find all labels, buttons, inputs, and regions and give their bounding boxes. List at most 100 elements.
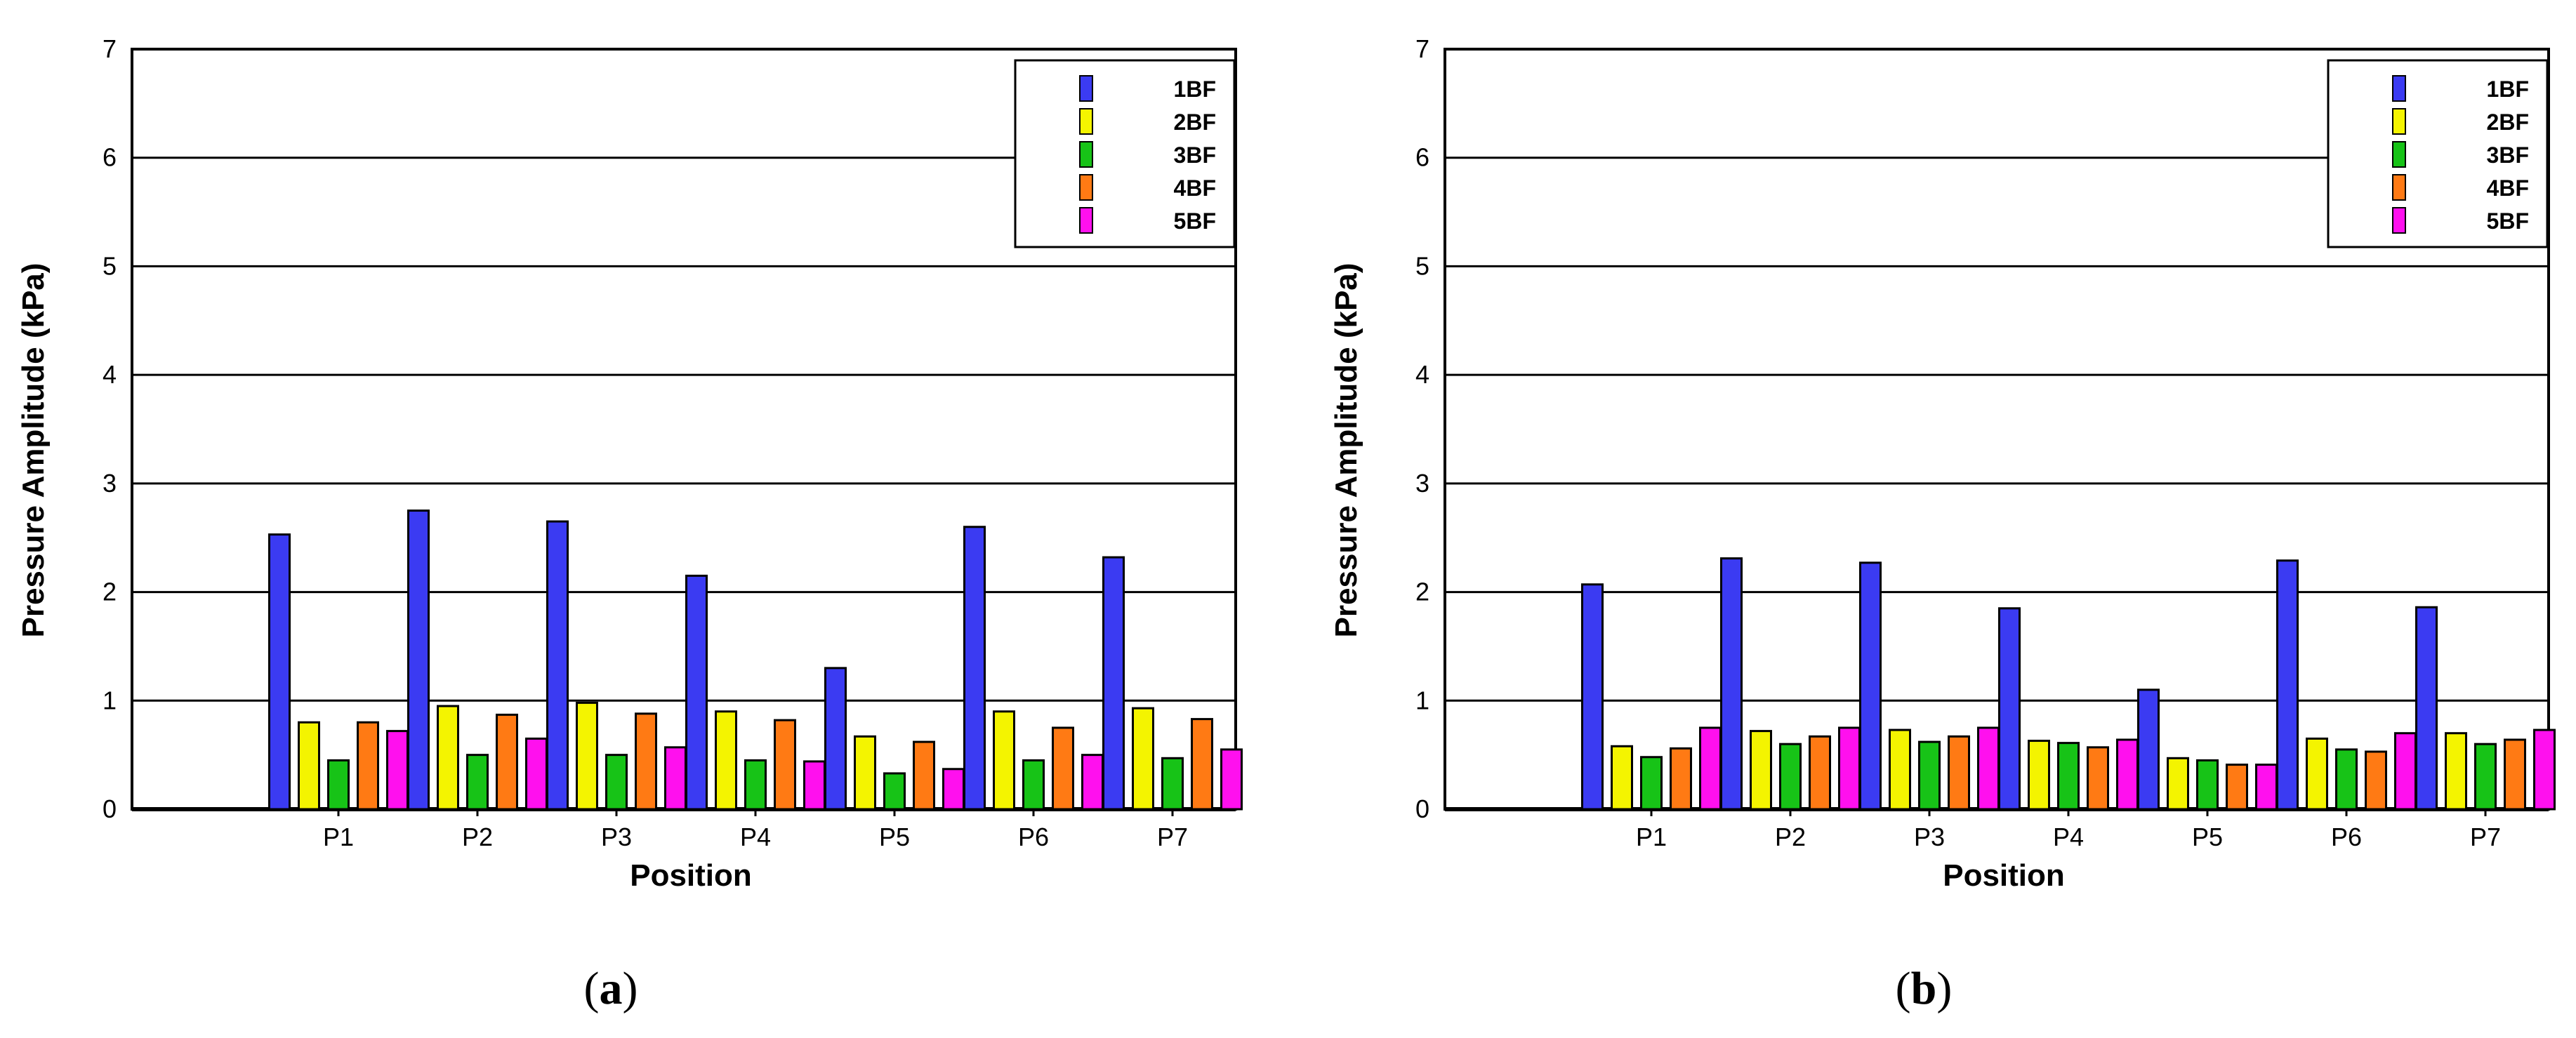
x-tick-label: P2 [462, 823, 493, 851]
bar-4BF-P3 [635, 712, 657, 811]
panel-label: (b) [1896, 963, 1953, 1014]
bar-2BF-P6 [993, 710, 1015, 811]
chart-a: 0 1 2 3 4 5 6 7 P1 P2 P3 P4 P5 P6 P7 Position Pressure A… [16, 34, 1243, 1014]
bar-4BF-P6 [2365, 750, 2387, 811]
y-tick-label: 0 [1415, 794, 1429, 823]
bar-5BF-P6 [1081, 754, 1104, 811]
y-tick-label: 6 [1415, 143, 1429, 172]
legend-swatch-2BF [2392, 108, 2406, 135]
bar-5BF-P3 [1977, 726, 2000, 811]
bar-4BF-P7 [1191, 718, 1213, 811]
legend-box [2327, 59, 2549, 248]
bar-5BF-P4 [803, 760, 826, 811]
legend-swatch-3BF [2392, 141, 2406, 168]
bar-2BF-P3 [1889, 728, 1911, 811]
y-tick-label: 0 [103, 794, 117, 823]
legend-label-1BF: 1BF [2487, 76, 2529, 102]
bar-3BF-P3 [1918, 740, 1941, 811]
bar-4BF-P4 [774, 719, 796, 811]
y-tick-label: 6 [103, 143, 117, 172]
legend-swatch-5BF [1079, 207, 1093, 234]
x-tick-label: P6 [2331, 823, 2362, 851]
bar-3BF-P6 [2335, 748, 2358, 811]
bar-5BF-P2 [1838, 726, 1861, 811]
x-tick-label: P3 [1914, 823, 1945, 851]
bar-3BF-P1 [327, 759, 350, 811]
bar-4BF-P1 [357, 721, 379, 811]
bar-4BF-P5 [2226, 764, 2248, 811]
bar-4BF-P4 [2087, 746, 2109, 811]
bar-5BF-P1 [1699, 726, 1722, 811]
y-tick-label: 1 [103, 686, 117, 714]
legend-label-2BF: 2BF [2487, 109, 2529, 135]
y-tick-label: 7 [103, 34, 117, 63]
bar-4BF-P5 [913, 740, 935, 811]
bar-2BF-P5 [2167, 757, 2189, 811]
bar-5BF-P4 [2116, 738, 2139, 811]
legend-label-1BF: 1BF [1174, 76, 1216, 102]
bar-4BF-P6 [1052, 726, 1074, 811]
bar-2BF-P5 [854, 735, 876, 811]
bar-2BF-P4 [715, 710, 737, 811]
bar-5BF-P7 [1220, 748, 1243, 811]
panel-label: (a) [584, 963, 638, 1014]
legend-box [1014, 59, 1236, 248]
bar-1BF-P2 [1720, 557, 1743, 811]
bar-3BF-P1 [1640, 756, 1663, 811]
bar-1BF-P6 [2276, 559, 2299, 811]
y-tick-label: 1 [1415, 686, 1429, 714]
x-tick-label: P5 [879, 823, 910, 851]
bar-2BF-P6 [2306, 737, 2328, 811]
bar-5BF-P1 [386, 730, 409, 811]
bar-3BF-P4 [2057, 742, 2080, 811]
bar-5BF-P5 [942, 768, 965, 811]
legend-swatch-5BF [2392, 207, 2406, 234]
bar-2BF-P1 [1611, 745, 1633, 811]
bar-3BF-P2 [1779, 743, 1802, 811]
x-axis-title: Position [630, 858, 752, 893]
bar-3BF-P5 [2196, 759, 2219, 811]
x-axis-title: Position [1943, 858, 2065, 893]
bar-1BF-P2 [407, 510, 430, 811]
x-tick-label: P2 [1775, 823, 1806, 851]
y-axis-title: Pressure Amplitude (kPa) [16, 263, 51, 638]
bar-5BF-P5 [2255, 764, 2278, 811]
bar-1BF-P4 [685, 574, 708, 811]
bar-5BF-P6 [2394, 732, 2417, 811]
bar-4BF-P1 [1670, 747, 1692, 811]
x-tick-label: P6 [1018, 823, 1049, 851]
bar-5BF-P3 [664, 746, 687, 811]
bar-4BF-P2 [1809, 735, 1831, 811]
y-tick-label: 2 [103, 578, 117, 606]
y-tick-label: 5 [1415, 251, 1429, 280]
legend-swatch-1BF [2392, 75, 2406, 102]
bar-2BF-P2 [1750, 730, 1772, 811]
x-tick-label: P5 [2192, 823, 2223, 851]
bar-4BF-P3 [1948, 735, 1970, 811]
y-tick-label: 7 [1415, 34, 1429, 63]
bar-3BF-P2 [466, 754, 489, 811]
legend-label-5BF: 5BF [1174, 208, 1216, 234]
legend-label-5BF: 5BF [2487, 208, 2529, 234]
bar-4BF-P7 [2504, 738, 2526, 811]
legend-swatch-1BF [1079, 75, 1093, 102]
x-tick-label: P4 [740, 823, 771, 851]
x-tick-label: P7 [2470, 823, 2501, 851]
legend-label-3BF: 3BF [2487, 142, 2529, 168]
bar-1BF-P4 [1998, 607, 2021, 811]
bar-1BF-P5 [2137, 688, 2160, 811]
bar-2BF-P3 [576, 701, 598, 811]
bar-2BF-P7 [1132, 707, 1154, 811]
legend-label-4BF: 4BF [1174, 175, 1216, 201]
bar-3BF-P7 [2474, 743, 2497, 811]
bar-2BF-P1 [298, 721, 320, 811]
y-tick-label: 3 [103, 469, 117, 498]
bar-1BF-P3 [1859, 561, 1882, 811]
legend-label-3BF: 3BF [1174, 142, 1216, 168]
y-tick-label: 4 [1415, 360, 1429, 389]
x-tick-label: P4 [2053, 823, 2084, 851]
bar-3BF-P6 [1022, 759, 1045, 811]
bar-1BF-P1 [1581, 583, 1604, 811]
bar-1BF-P1 [268, 533, 291, 811]
